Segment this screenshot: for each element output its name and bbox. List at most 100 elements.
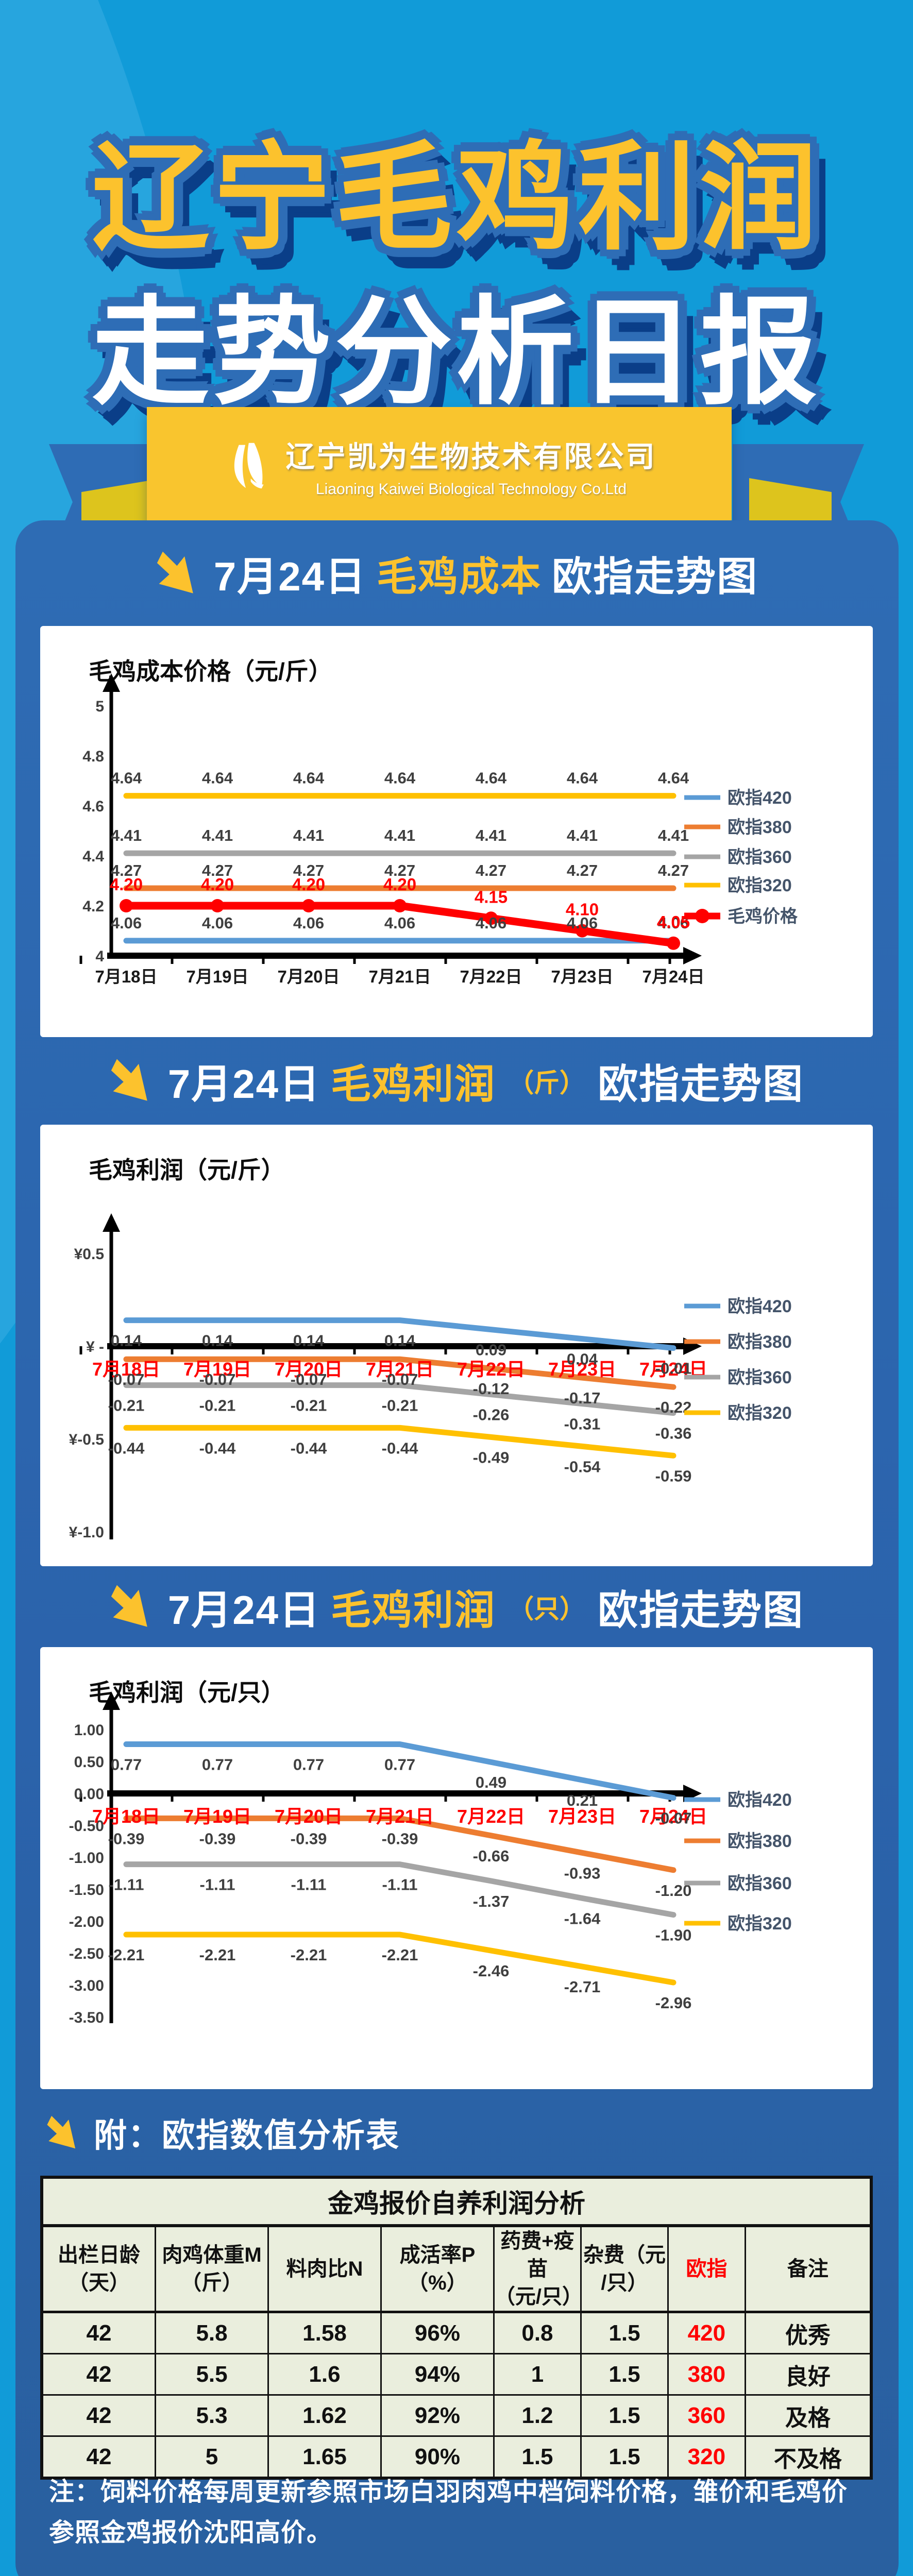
section-header-profit-jin: 7月24日 毛鸡利润 （斤） 欧指走势图	[15, 1037, 899, 1125]
x-tick-label: 7月23日	[548, 1359, 616, 1380]
point-label: -0.36	[655, 1425, 692, 1443]
table-cell: 420	[667, 2311, 746, 2354]
x-tick-label: 7月23日	[548, 1806, 616, 1827]
point-label: -1.11	[109, 1876, 144, 1894]
point-label: 4.64	[293, 769, 325, 787]
y-tick-label: -0.50	[69, 1818, 104, 1835]
point-label: -0.44	[382, 1439, 418, 1457]
point-label: 4.06	[111, 914, 142, 932]
legend-label: 欧指420	[728, 1790, 792, 1810]
point-label: 4.64	[384, 769, 416, 787]
legend-label: 欧指380	[728, 1832, 792, 1851]
point-label: -0.54	[564, 1458, 601, 1476]
profit-per-bird-chart-card: 毛鸡利润（元/只） 1.00 0.50 0.00 -0.50 -1.00 -1.50 -2.0…	[40, 1647, 873, 2089]
point-label: 4.06	[658, 914, 689, 932]
chart-title: 毛鸡利润（元/只）	[89, 1679, 285, 1706]
y-tick-label: ¥ -	[86, 1338, 104, 1355]
y-tick-label: -3.50	[69, 2009, 104, 2026]
table-col-header: 成活率P （%）	[380, 2225, 495, 2313]
series-line-欧指320	[123, 1425, 677, 1459]
axes	[79, 1691, 702, 2023]
table-cell: 不及格	[744, 2435, 872, 2479]
legend-label: 欧指380	[728, 1332, 792, 1352]
cost-chart-card: 毛鸡成本价格（元/斤） 5 4.8 4.6 4.4 4.2 4 7月18日 7月19日 7月20日…	[40, 626, 873, 1037]
legend-label: 欧指320	[728, 1914, 792, 1934]
point-label: 4.06	[293, 914, 324, 932]
y-tick-label: 5	[95, 698, 104, 715]
point-label: 4.27	[293, 861, 324, 879]
legend-label: 欧指380	[728, 818, 792, 837]
series-lines	[123, 1317, 677, 1459]
chart-legend: 欧指420 欧指380 欧指360 欧指320 毛鸡价格	[684, 788, 798, 926]
point-label: 0.49	[476, 1773, 506, 1791]
axes	[79, 673, 702, 964]
y-tick-label: 4.6	[82, 798, 104, 815]
point-label: -0.21	[108, 1397, 145, 1415]
section-suffix: 欧指走势图	[598, 1587, 804, 1633]
point-label: -0.07	[655, 1809, 692, 1827]
point-label: 0.77	[384, 1756, 415, 1774]
point-label: 4.10	[566, 900, 599, 919]
y-tick-label: -2.00	[69, 1913, 104, 1930]
point-label: -2.21	[291, 1946, 327, 1964]
table-cell: 380	[667, 2353, 746, 2396]
table-cell: 1.5	[493, 2435, 582, 2479]
x-tick-label: 7月19日	[183, 1806, 251, 1827]
y-tick-label: 1.00	[74, 1722, 104, 1739]
table-section-title: 附：欧指数值分析表	[94, 2117, 400, 2154]
analysis-table: 金鸡报价自养利润分析 出栏日龄 （天） 肉鸡体重M （斤） 料肉比N 成活率P （%） 药费+…	[40, 2176, 873, 2480]
point-label: -1.90	[655, 1926, 692, 1944]
point-label: 0.77	[202, 1756, 233, 1774]
table-cell: 42	[41, 2394, 157, 2437]
point-label: 4.41	[111, 826, 142, 844]
table-col-header: 欧指	[667, 2225, 746, 2313]
point-label: 4.41	[293, 826, 324, 844]
yellow-arrow-icon	[111, 1585, 147, 1627]
table-cell: 42	[41, 2353, 157, 2396]
table-cell: 90%	[380, 2435, 495, 2479]
point-label: 4.41	[567, 826, 598, 844]
table-cell: 42	[41, 2435, 157, 2479]
section-highlight: 毛鸡成本	[377, 554, 542, 599]
legend-label: 欧指320	[728, 876, 792, 895]
point-label: -0.21	[199, 1397, 236, 1415]
series-line-欧指420	[123, 1741, 677, 1801]
x-tick-label: 7月20日	[275, 1806, 343, 1827]
y-tick-label: -2.50	[69, 1945, 104, 1962]
section-paren: （斤）	[508, 1069, 586, 1097]
table-cell: 94%	[380, 2353, 495, 2396]
table-cell: 5	[155, 2435, 269, 2479]
table-col-header: 出栏日龄 （天）	[41, 2225, 157, 2313]
legend-label: 毛鸡价格	[728, 907, 798, 926]
point-label: -2.46	[473, 1962, 510, 1980]
point-label: 0.04	[567, 1350, 598, 1368]
point-label: 0.14	[111, 1332, 142, 1350]
chart-svg: 毛鸡成本价格（元/斤） 5 4.8 4.6 4.4 4.2 4 7月18日 7月19日 7月20日…	[79, 658, 798, 986]
x-tick-label: 7月18日	[92, 1806, 160, 1827]
point-label: -0.07	[382, 1370, 418, 1388]
point-label: -0.66	[473, 1847, 510, 1865]
point-label: 4.06	[476, 914, 506, 932]
series-line-欧指320	[123, 1931, 677, 1986]
x-tick-label: 7月22日	[460, 967, 522, 986]
point-label: 4.41	[658, 826, 689, 844]
table-cell: 优秀	[744, 2311, 872, 2354]
point-label: 0.21	[567, 1791, 598, 1809]
x-tick-label: 7月21日	[366, 1806, 434, 1827]
point-label: 4.41	[384, 826, 415, 844]
point-label: -0.01	[655, 1360, 692, 1378]
company-name-en: Liaoning Kaiwei Biological Technology Co…	[315, 480, 627, 498]
x-tick-label: 7月20日	[277, 967, 340, 986]
point-label: 4.06	[384, 914, 415, 932]
table-cell: 360	[667, 2394, 746, 2437]
legend-label: 欧指420	[728, 1297, 792, 1316]
yellow-arrow-icon	[111, 1059, 147, 1101]
point-label: 0.09	[476, 1341, 506, 1359]
table-title: 金鸡报价自养利润分析	[41, 2176, 872, 2227]
table-cell: 92%	[380, 2394, 495, 2437]
point-label: -0.39	[291, 1829, 327, 1848]
point-label: 4.20	[110, 875, 143, 894]
point-label: -2.96	[655, 1994, 692, 2012]
point-label: 4.27	[476, 861, 506, 879]
point-label: 4.27	[658, 861, 689, 879]
